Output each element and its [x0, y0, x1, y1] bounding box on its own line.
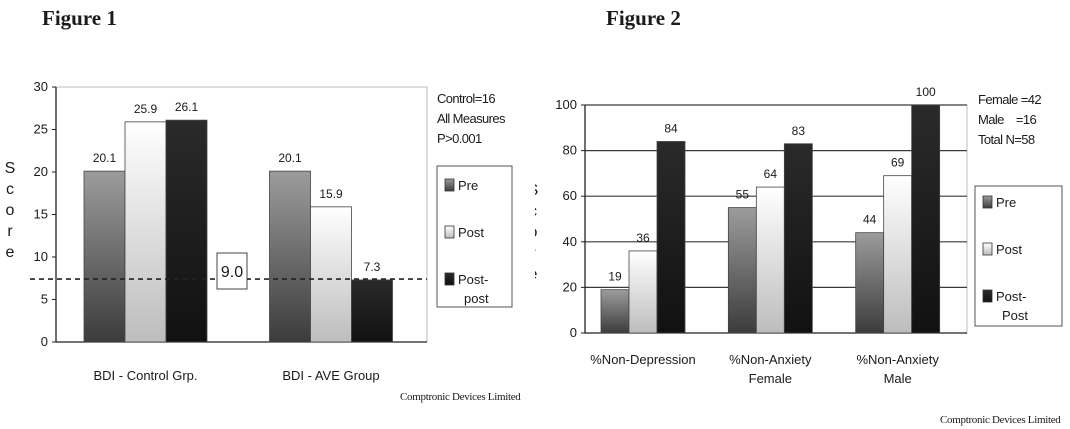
- legend-swatch: [444, 178, 455, 192]
- y-axis-title-letter: o: [535, 224, 538, 241]
- data-label: 36: [636, 231, 650, 245]
- annotation-line: Total N=58: [978, 132, 1035, 147]
- bar-post-post: [911, 104, 941, 334]
- category-label: Female: [749, 371, 792, 386]
- reference-label: 9.0: [221, 264, 243, 281]
- legend-box: [974, 185, 1063, 327]
- annotation-line: All Measures: [437, 111, 506, 126]
- y-axis-title-letter: e: [535, 266, 538, 283]
- legend-swatch: [982, 242, 993, 256]
- data-label: 69: [891, 156, 905, 170]
- y-axis-title-letter: c: [535, 203, 537, 220]
- y-tick-label: 10: [34, 249, 48, 264]
- category-label: %Non-Anxiety: [729, 352, 812, 367]
- category-label: BDI - AVE Group: [282, 368, 379, 383]
- annotation-line: Control=16: [437, 91, 495, 106]
- data-label: 26.1: [175, 100, 199, 114]
- y-tick-label: 0: [570, 325, 577, 340]
- data-label: 7.3: [364, 260, 381, 274]
- bar-post-post: [165, 119, 208, 343]
- bar-pre: [855, 232, 885, 334]
- data-label: 64: [764, 167, 778, 181]
- y-axis-title-letter: r: [535, 245, 536, 262]
- figure-2-title: Figure 2: [606, 6, 681, 30]
- bar-post: [628, 250, 658, 334]
- figure-1-credit: Comptronic Devices Limited: [400, 391, 521, 403]
- y-axis-title-letter: r: [7, 223, 13, 240]
- reference-label-box: [216, 252, 248, 290]
- category-label: BDI - Control Grp.: [93, 368, 197, 383]
- figure-1-title: Figure 1: [42, 6, 117, 30]
- data-label: 100: [916, 85, 936, 99]
- bar-pre: [600, 289, 630, 334]
- data-label: 20.1: [93, 151, 117, 165]
- y-tick-label: 40: [563, 234, 577, 249]
- legend-label: Pre: [458, 178, 478, 193]
- legend-label: Pre: [996, 195, 1016, 210]
- bar-post: [124, 121, 167, 343]
- data-label: 84: [664, 121, 678, 135]
- data-label: 25.9: [134, 102, 158, 116]
- y-axis-title-letter: c: [6, 181, 14, 198]
- legend-label: post: [464, 291, 489, 306]
- bar-pre: [269, 170, 311, 343]
- bar-post: [310, 206, 352, 343]
- category-label: %Non-Depression: [590, 352, 696, 367]
- y-tick-label: 0: [41, 334, 48, 349]
- y-axis-title-letter: S: [5, 160, 16, 177]
- bar-pre: [727, 207, 757, 334]
- y-tick-label: 80: [563, 143, 577, 158]
- y-axis-title-letter: o: [6, 202, 15, 219]
- legend-label: Post-: [458, 272, 488, 287]
- category-label: %Non-Anxiety: [856, 352, 939, 367]
- y-axis-title-letter: S: [535, 182, 538, 199]
- bar-post-post: [351, 279, 393, 343]
- annotation-line: Male =16: [978, 112, 1036, 127]
- y-tick-label: 15: [34, 207, 48, 222]
- y-tick-label: 20: [34, 164, 48, 179]
- legend-swatch: [444, 272, 455, 286]
- legend-label: Post: [458, 225, 484, 240]
- data-label: 83: [792, 124, 806, 138]
- legend-swatch: [444, 225, 455, 239]
- data-label: 44: [863, 213, 877, 227]
- annotation-line: P>0.001: [437, 131, 482, 146]
- legend-label: Post-: [996, 289, 1026, 304]
- bar-post: [883, 175, 913, 334]
- bar-pre: [83, 170, 126, 343]
- bar-post: [755, 186, 785, 334]
- y-axis-title-letter: e: [6, 244, 15, 261]
- data-label: 55: [736, 188, 750, 202]
- legend-label: Post: [996, 242, 1022, 257]
- bar-post-post: [656, 141, 686, 334]
- category-label: Male: [884, 371, 912, 386]
- y-tick-label: 5: [41, 292, 48, 307]
- annotation-line: Female =42: [978, 92, 1041, 107]
- legend-label: Post: [1002, 308, 1028, 323]
- legend-swatch: [982, 195, 993, 209]
- legend-swatch: [982, 289, 993, 303]
- y-tick-label: 25: [34, 122, 48, 137]
- bar-post-post: [783, 143, 813, 334]
- y-tick-label: 20: [563, 279, 577, 294]
- y-tick-label: 100: [555, 97, 577, 112]
- data-label: 19: [608, 270, 622, 284]
- y-tick-label: 60: [563, 188, 577, 203]
- data-label: 20.1: [278, 151, 302, 165]
- y-tick-label: 30: [34, 79, 48, 94]
- figure-2-credit: Comptronic Devices Limited: [940, 414, 1061, 426]
- data-label: 15.9: [319, 187, 343, 201]
